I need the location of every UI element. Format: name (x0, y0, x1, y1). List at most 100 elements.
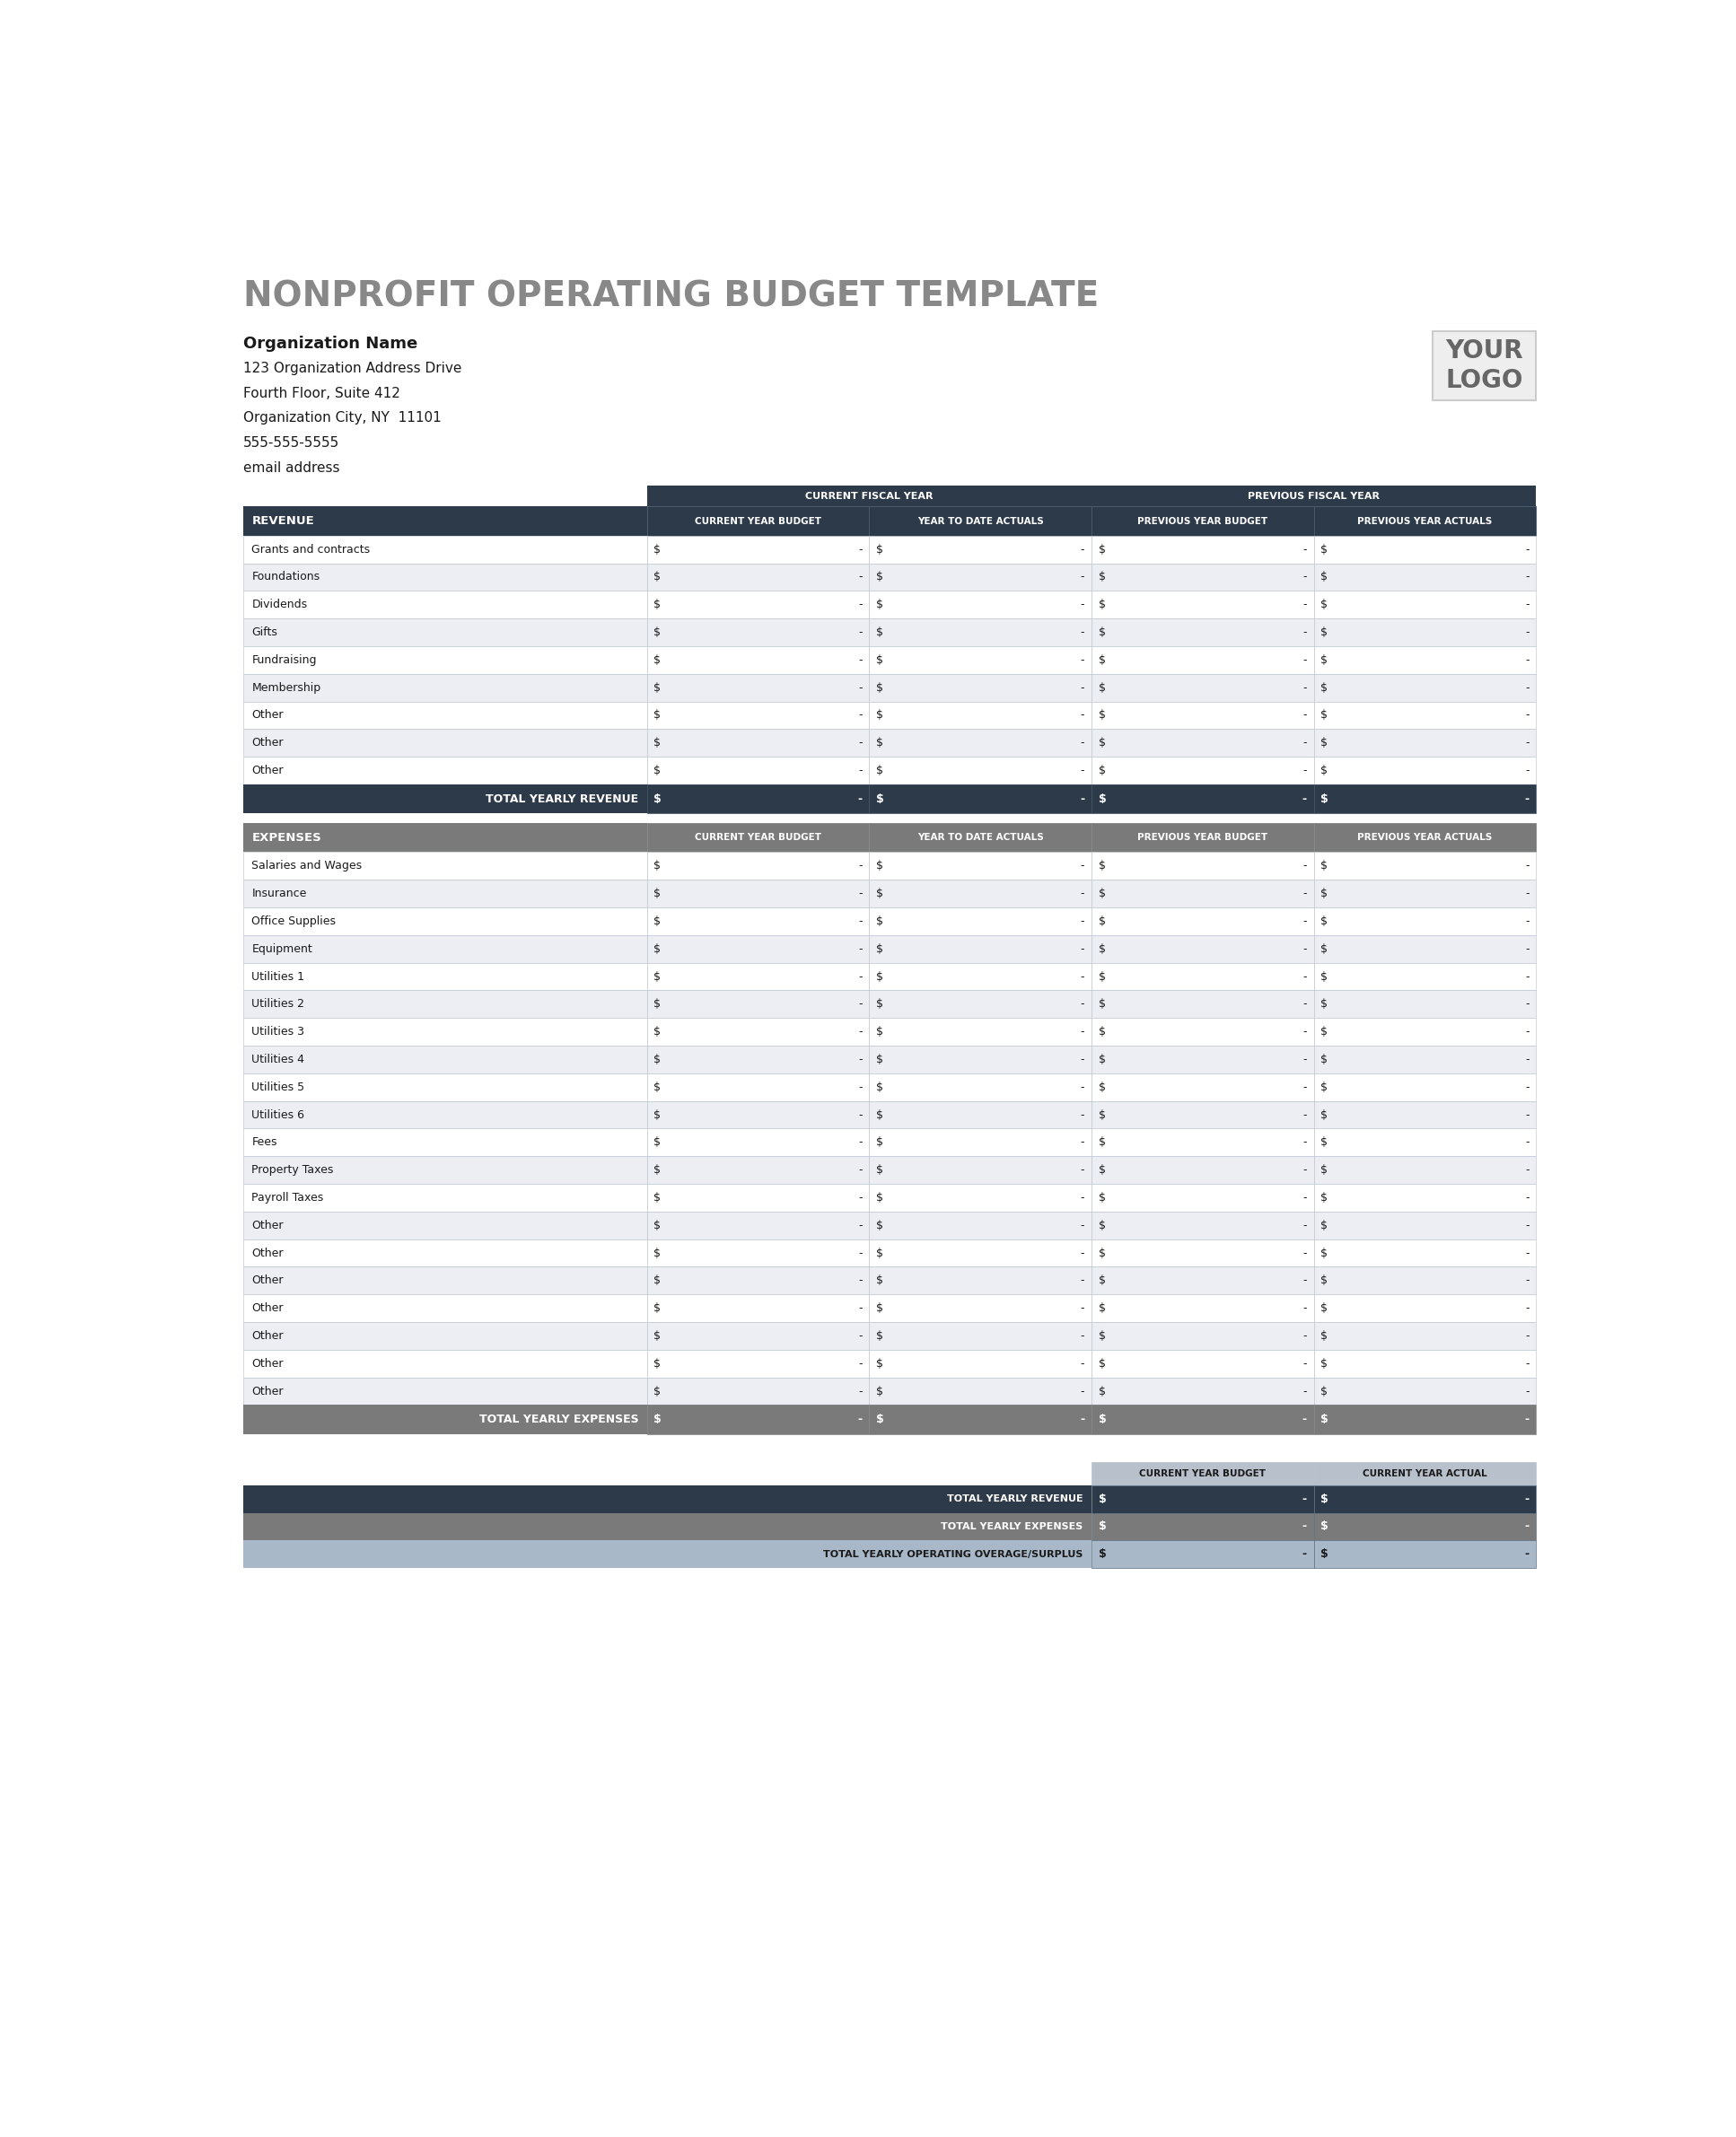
Text: -: - (1080, 1276, 1085, 1286)
Text: $: $ (1099, 1549, 1106, 1560)
Text: -: - (858, 765, 863, 776)
Bar (1092, 536, 1314, 564)
Bar (1092, 1323, 1314, 1351)
Text: Other: Other (252, 1248, 283, 1259)
Text: $: $ (1321, 709, 1328, 720)
Text: $: $ (877, 1165, 884, 1175)
Text: -: - (858, 1276, 863, 1286)
Bar (648, 1212, 870, 1239)
Text: $: $ (654, 1081, 661, 1092)
Text: Office Supplies: Office Supplies (252, 915, 337, 927)
Bar (243, 536, 648, 564)
Bar (1314, 701, 1536, 729)
Bar (1092, 1212, 1314, 1239)
Bar (1314, 823, 1536, 853)
Text: $: $ (654, 1329, 661, 1342)
Bar (243, 1404, 1536, 1434)
Text: $: $ (654, 571, 661, 583)
Text: $: $ (1099, 1301, 1106, 1314)
Bar (1314, 1073, 1536, 1101)
Text: Foundations: Foundations (252, 571, 319, 583)
Bar (243, 673, 648, 701)
Text: -: - (1524, 765, 1529, 776)
Text: $: $ (1321, 1081, 1328, 1092)
Bar (870, 1212, 1092, 1239)
Text: $: $ (1321, 1192, 1328, 1203)
Bar (1432, 331, 1536, 400)
Bar (1314, 1184, 1536, 1212)
Text: Utilities 5: Utilities 5 (252, 1081, 306, 1092)
Text: -: - (1524, 1026, 1529, 1039)
Bar (648, 1156, 870, 1184)
Text: $: $ (1321, 1357, 1328, 1370)
Text: -: - (858, 682, 863, 695)
Text: $: $ (654, 626, 661, 639)
Text: TOTAL YEARLY REVENUE: TOTAL YEARLY REVENUE (948, 1494, 1083, 1504)
Bar (870, 853, 1092, 880)
Text: -: - (1524, 737, 1529, 748)
Bar (1314, 1128, 1536, 1156)
Bar (1314, 756, 1536, 784)
Text: -: - (1080, 1301, 1085, 1314)
Bar (1092, 1404, 1314, 1434)
Text: $: $ (654, 765, 661, 776)
Bar (870, 1184, 1092, 1212)
Bar (1314, 673, 1536, 701)
Text: $: $ (1321, 1165, 1328, 1175)
Text: $: $ (1099, 1385, 1106, 1398)
Text: $: $ (877, 1276, 884, 1286)
Text: Organization City, NY  11101: Organization City, NY 11101 (243, 412, 441, 425)
Bar (1092, 1184, 1314, 1212)
Bar (648, 880, 870, 908)
Text: -: - (858, 1192, 863, 1203)
Text: $: $ (877, 793, 884, 806)
Bar (243, 1267, 648, 1295)
Text: -: - (1302, 543, 1307, 556)
Text: -: - (1080, 970, 1085, 983)
Text: -: - (1080, 1357, 1085, 1370)
Text: $: $ (877, 654, 884, 667)
Text: $: $ (1099, 682, 1106, 695)
Bar (1092, 673, 1314, 701)
Text: -: - (1302, 1109, 1307, 1120)
Text: Other: Other (252, 1357, 283, 1370)
Bar (1314, 1295, 1536, 1323)
Text: $: $ (877, 861, 884, 872)
Text: $: $ (1321, 1385, 1328, 1398)
Text: -: - (1524, 682, 1529, 695)
Bar (648, 673, 870, 701)
Bar (1314, 908, 1536, 936)
Text: Other: Other (252, 709, 283, 720)
Text: -: - (1524, 654, 1529, 667)
Bar (870, 756, 1092, 784)
Text: $: $ (654, 970, 661, 983)
Text: $: $ (1321, 793, 1328, 806)
Text: $: $ (1099, 1165, 1106, 1175)
Text: $: $ (654, 1276, 661, 1286)
Bar (1092, 701, 1314, 729)
Bar (870, 701, 1092, 729)
Text: -: - (858, 970, 863, 983)
Bar (1092, 1541, 1314, 1569)
Text: $: $ (877, 942, 884, 955)
Bar (870, 618, 1092, 645)
Bar (1092, 784, 1314, 814)
Bar (648, 1267, 870, 1295)
Text: $: $ (1099, 737, 1106, 748)
Text: -: - (1302, 654, 1307, 667)
Text: -: - (1302, 1522, 1307, 1532)
Bar (1092, 506, 1314, 536)
Text: $: $ (877, 737, 884, 748)
Text: -: - (1302, 793, 1307, 806)
Text: $: $ (654, 861, 661, 872)
Text: $: $ (1099, 1415, 1106, 1425)
Bar (648, 908, 870, 936)
Text: -: - (1080, 915, 1085, 927)
Text: -: - (1524, 861, 1529, 872)
Bar (648, 1378, 870, 1404)
Text: -: - (858, 1357, 863, 1370)
Bar (870, 964, 1092, 989)
Bar (1314, 989, 1536, 1017)
Text: -: - (1080, 571, 1085, 583)
Text: -: - (1302, 1137, 1307, 1148)
